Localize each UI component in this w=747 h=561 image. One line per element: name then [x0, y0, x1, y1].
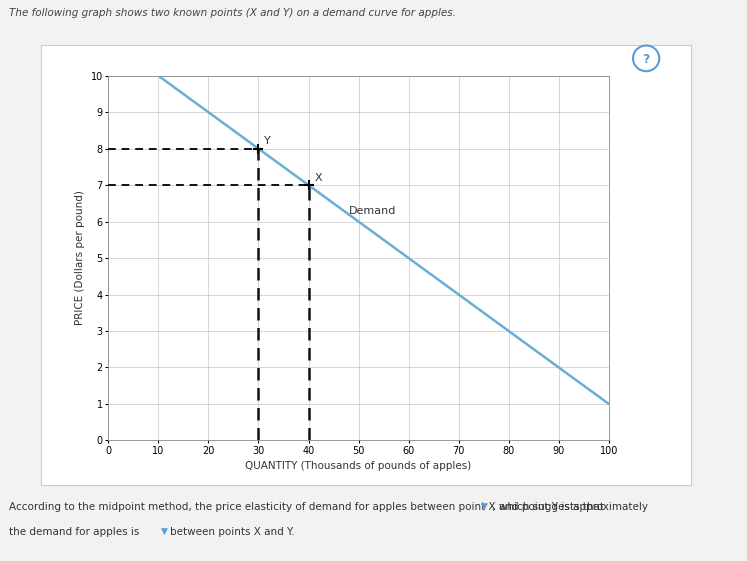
Text: Y: Y	[264, 136, 271, 146]
Text: ▼: ▼	[161, 527, 168, 536]
Text: The following graph shows two known points (X and Y) on a demand curve for apple: The following graph shows two known poin…	[9, 8, 456, 19]
Text: , which suggests that: , which suggests that	[489, 502, 604, 512]
Text: According to the midpoint method, the price elasticity of demand for apples betw: According to the midpoint method, the pr…	[9, 502, 648, 512]
X-axis label: QUANTITY (Thousands of pounds of apples): QUANTITY (Thousands of pounds of apples)	[246, 462, 471, 471]
Text: ▼: ▼	[481, 502, 488, 511]
Text: the demand for apples is: the demand for apples is	[9, 527, 140, 537]
Y-axis label: PRICE (Dollars per pound): PRICE (Dollars per pound)	[75, 191, 85, 325]
Text: between points X and Y.: between points X and Y.	[170, 527, 295, 537]
Text: X: X	[314, 173, 322, 183]
Text: ?: ?	[642, 53, 650, 66]
Text: Demand: Demand	[349, 206, 396, 215]
